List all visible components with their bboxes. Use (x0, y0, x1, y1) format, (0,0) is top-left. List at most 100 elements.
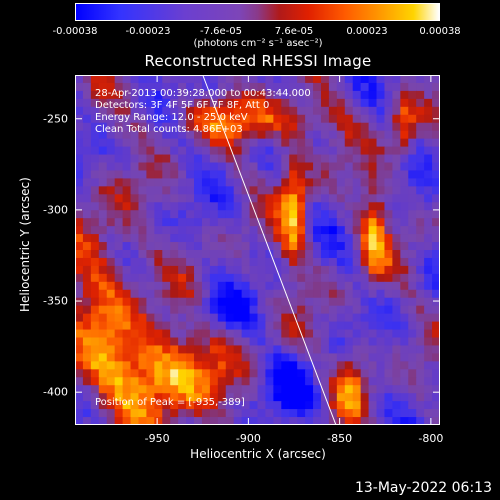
heatmap-cell (114, 353, 124, 362)
heatmap-cell (273, 377, 282, 386)
heatmap-cell (297, 369, 306, 378)
heatmap-cell (249, 385, 259, 394)
heatmap-cell (209, 186, 219, 195)
heatmap-cell (106, 122, 116, 132)
heatmap-cell (376, 154, 386, 164)
heatmap-cell (368, 329, 378, 339)
heatmap-cell (98, 194, 108, 203)
heatmap-cell (360, 186, 370, 195)
heatmap-cell (360, 385, 370, 394)
heatmap-cell (320, 281, 330, 291)
heatmap-cell (178, 170, 187, 179)
heatmap-cell (154, 210, 163, 219)
heatmap-cell (273, 257, 282, 267)
heatmap-cell (130, 250, 140, 259)
heatmap-cell (328, 377, 338, 386)
heatmap-cell (241, 361, 251, 370)
heatmap-cell (408, 297, 417, 307)
heatmap-cell (98, 385, 108, 394)
heatmap-cell (82, 313, 92, 323)
heatmap-cell (416, 329, 425, 339)
heatmap-cell (376, 329, 386, 339)
heatmap-cell (146, 361, 155, 370)
heatmap-cell (392, 178, 401, 187)
heatmap-cell (392, 106, 401, 116)
heatmap-cell (313, 321, 322, 331)
heatmap-cell (162, 106, 171, 116)
heatmap-cell (320, 401, 330, 410)
heatmap-cell (352, 401, 362, 410)
heatmap-cell (90, 154, 100, 164)
heatmap-cell (344, 114, 354, 124)
heatmap-cell (289, 90, 298, 100)
heatmap-cell (241, 154, 251, 164)
heatmap-cell (305, 194, 314, 203)
heatmap-cell (130, 337, 140, 347)
heatmap-cell (249, 170, 259, 179)
heatmap-cell (162, 265, 171, 275)
heatmap-cell (249, 329, 259, 339)
heatmap-cell (209, 82, 219, 92)
heatmap-cell (281, 194, 290, 203)
heatmap-cell (98, 297, 108, 307)
heatmap-cell (281, 226, 290, 235)
heatmap-cell (416, 186, 425, 195)
heatmap-cell (194, 146, 203, 156)
heatmap-cell (178, 281, 187, 291)
heatmap-cell (138, 226, 148, 235)
heatmap-cell (289, 297, 298, 307)
heatmap-cell (352, 385, 362, 394)
heatmap-cell (328, 106, 338, 116)
heatmap-cell (170, 289, 179, 299)
heatmap-cell (392, 409, 401, 418)
heatmap-cell (320, 297, 330, 307)
heatmap-cell (82, 226, 92, 235)
heatmap-cell (408, 98, 417, 108)
heatmap-cell (360, 234, 370, 243)
heatmap-cell (178, 257, 187, 267)
heatmap-cell (320, 305, 330, 315)
heatmap-cell (225, 146, 235, 156)
heatmap-cell (186, 417, 195, 425)
heatmap-cell (194, 393, 203, 402)
heatmap-cell (209, 98, 219, 108)
heatmap-cell (368, 98, 378, 108)
heatmap-cell (408, 289, 417, 299)
heatmap-cell (257, 130, 267, 140)
heatmap-cell (98, 210, 108, 219)
heatmap-cell (328, 234, 338, 243)
heatmap-cell (416, 138, 425, 148)
heatmap-cell (130, 82, 140, 92)
heatmap-cell (368, 178, 378, 187)
heatmap-cell (138, 345, 148, 354)
heatmap-cell (352, 369, 362, 378)
heatmap-cell (162, 226, 171, 235)
heatmap-cell (368, 162, 378, 172)
heatmap-cell (352, 90, 362, 100)
heatmap-cell (162, 114, 171, 124)
heatmap-cell (320, 409, 330, 418)
heatmap-cell (313, 234, 322, 243)
heatmap-cell (336, 337, 346, 347)
heatmap-cell (257, 186, 267, 195)
heatmap-cell (178, 273, 187, 283)
heatmap-cell (297, 313, 306, 323)
heatmap-cell (170, 273, 179, 283)
heatmap-cell (368, 345, 378, 354)
heatmap-cell (138, 305, 148, 315)
heatmap-cell (400, 393, 409, 402)
heatmap-cell (305, 114, 314, 124)
heatmap-cell (416, 273, 425, 283)
x-tick-label: -800 (418, 432, 444, 445)
heatmap-cell (186, 369, 195, 378)
heatmap-cell (98, 250, 108, 259)
heatmap-cell (130, 273, 140, 283)
heatmap-cell (194, 361, 203, 370)
heatmap-cell (424, 194, 433, 203)
heatmap-cell (130, 226, 140, 235)
heatmap-cell (122, 409, 132, 418)
heatmap-cell (98, 289, 108, 299)
heatmap-cell (201, 122, 211, 132)
heatmap-cell (209, 250, 219, 259)
heatmap-cell (392, 75, 401, 84)
